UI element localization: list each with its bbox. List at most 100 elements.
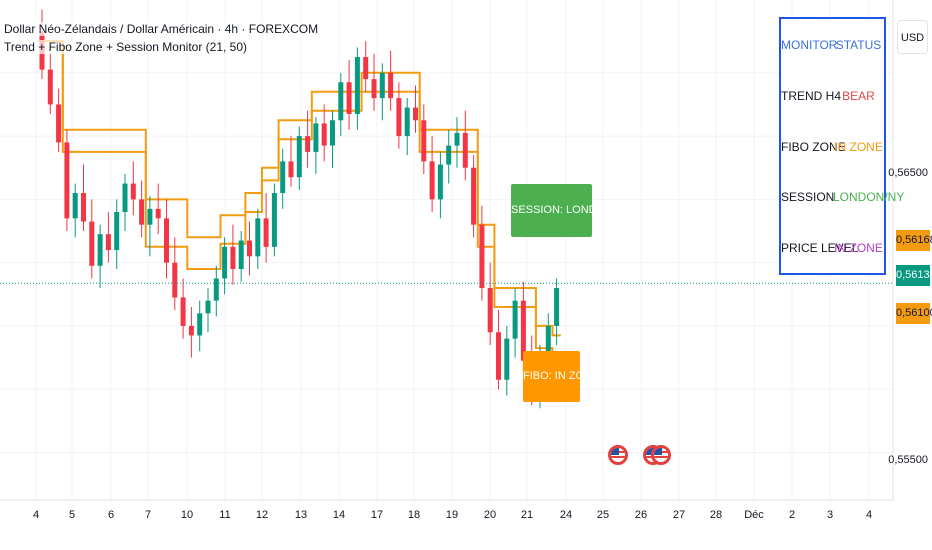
candle-body: [105, 234, 111, 250]
time-tick-label: 28: [709, 509, 723, 521]
candle-body: [338, 82, 344, 121]
time-tick-label: 18: [407, 509, 421, 521]
monitor-header-row: MONITOR STATUS: [781, 35, 884, 55]
time-tick-label: 25: [596, 509, 610, 521]
candle-body: [363, 56, 369, 80]
time-tick-label: 11: [219, 509, 231, 521]
candle-body: [56, 104, 62, 143]
candle: [479, 205, 485, 301]
time-tick-label: 19: [445, 509, 459, 521]
candle: [388, 50, 394, 111]
candle-body: [238, 240, 244, 269]
candle-body: [512, 300, 518, 339]
candle-body: [47, 69, 53, 105]
candle-body: [504, 338, 510, 380]
candle: [496, 310, 501, 390]
candle: [197, 300, 203, 352]
time-tick-label: 21: [520, 509, 534, 521]
candle-body: [496, 332, 501, 380]
candle-body: [155, 208, 161, 219]
candle: [346, 60, 352, 130]
last-price-tag: 0,56135: [896, 265, 932, 286]
candle-body: [413, 107, 418, 121]
candle: [230, 224, 236, 285]
candle-body: [64, 142, 70, 219]
candle-body: [371, 79, 377, 99]
monitor-row-label: PRICE LEVEL: [781, 241, 859, 255]
status-header-label: STATUS: [835, 38, 882, 52]
candle-body: [379, 72, 385, 99]
time-tick-label: Déc: [744, 509, 764, 521]
candle: [429, 136, 435, 213]
candle: [72, 183, 78, 238]
candle-body: [462, 132, 468, 168]
candle: [330, 110, 335, 168]
fibo-bands: [37, 40, 561, 356]
time-tick-label: 2: [788, 509, 796, 521]
us-flag-event-icon[interactable]: [608, 445, 628, 465]
symbol-title[interactable]: Dollar Néo-Zélandais / Dollar Américain …: [4, 22, 319, 36]
time-tick-label: 20: [483, 509, 497, 521]
candle-body: [421, 120, 427, 162]
candle-body: [520, 300, 526, 361]
candle: [247, 221, 252, 276]
monitor-row-label: TREND H4: [781, 89, 842, 103]
candle-body: [313, 123, 319, 152]
candle: [64, 129, 70, 232]
candle: [462, 110, 468, 181]
candle-body: [471, 167, 477, 225]
candle: [188, 306, 194, 358]
candle-body: [147, 208, 153, 225]
time-tick-label: 17: [370, 509, 384, 521]
candle: [421, 104, 427, 175]
candle: [97, 224, 103, 288]
candle: [454, 117, 460, 168]
monitor-row-status: IN ZONE: [834, 140, 883, 154]
candle: [238, 231, 244, 282]
time-tick-label: 3: [826, 509, 834, 521]
candle-body: [205, 300, 211, 314]
upper-band-line: [37, 40, 561, 337]
candle-body: [81, 193, 86, 222]
candle: [89, 199, 95, 279]
candle: [81, 164, 86, 232]
us-flag-event-icon[interactable]: [651, 445, 671, 465]
candle: [180, 278, 186, 339]
candle-body: [222, 246, 228, 279]
candle: [139, 180, 145, 238]
time-tick-label: 10: [180, 509, 194, 521]
candle-body: [554, 287, 560, 326]
candle-body: [479, 224, 485, 288]
candle: [338, 72, 344, 137]
candle: [305, 110, 311, 168]
currency-selector[interactable]: USD: [897, 20, 928, 54]
monitor-row-status: BEAR: [842, 89, 875, 103]
candle: [205, 287, 211, 333]
candle: [213, 265, 219, 317]
candle-body: [346, 82, 352, 114]
candle-body: [487, 287, 493, 333]
candle: [222, 237, 228, 295]
candle-body: [89, 221, 95, 266]
monitor-header-label: MONITOR: [781, 38, 838, 52]
candle-body: [230, 246, 236, 269]
candle-body: [255, 218, 261, 257]
candle: [47, 53, 53, 114]
candle: [172, 237, 178, 311]
time-tick-label: 24: [559, 509, 573, 521]
indicator-legend[interactable]: Trend + Fibo Zone + Session Monitor (21,…: [4, 40, 248, 54]
candle: [437, 151, 443, 219]
price-tick-label: 0,55500: [888, 454, 928, 466]
candle-body: [247, 240, 252, 257]
candle: [155, 183, 161, 235]
candle-body: [280, 161, 286, 194]
candle: [313, 117, 319, 175]
candle-body: [321, 123, 327, 146]
candle: [404, 98, 410, 156]
candle-body: [271, 193, 277, 247]
candle: [147, 196, 153, 257]
candle: [396, 82, 402, 149]
candle-body: [172, 262, 178, 298]
candle-body: [446, 145, 452, 165]
